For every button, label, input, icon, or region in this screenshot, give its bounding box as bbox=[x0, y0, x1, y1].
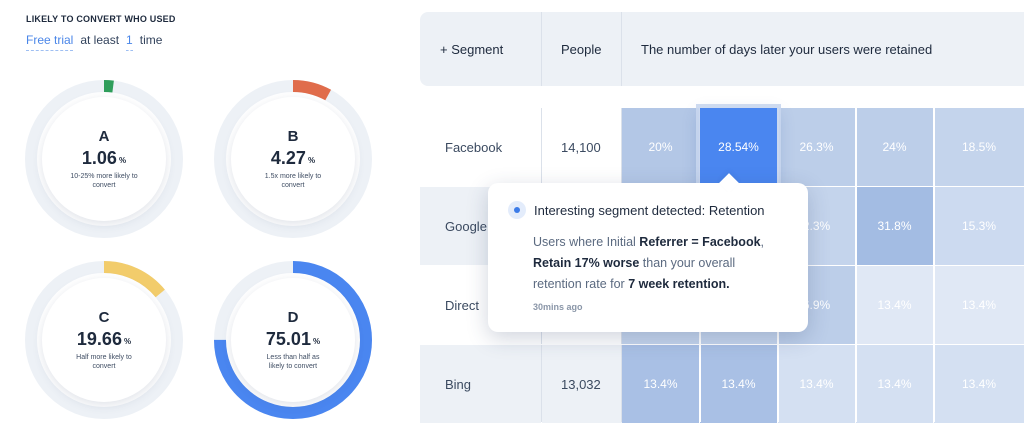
retention-header: The number of days later your users were… bbox=[641, 41, 933, 57]
donut-b-value: 4.27% bbox=[270, 148, 316, 168]
retention-cell[interactable]: 13.4% bbox=[778, 345, 855, 423]
retention-cell[interactable]: 20% bbox=[622, 108, 699, 186]
retention-cell[interactable]: 13.4% bbox=[934, 345, 1024, 423]
section-title: LIKELY TO CONVERT WHO USED bbox=[26, 14, 176, 24]
conversion-filter: LIKELY TO CONVERT WHO USED Free trial at… bbox=[26, 14, 176, 51]
retention-cell[interactable]: 26.3% bbox=[778, 108, 855, 186]
donut-a-value: 1.06% bbox=[81, 148, 127, 168]
donut-d-value: 75.01% bbox=[265, 329, 321, 349]
insight-popover[interactable]: Interesting segment detected: Retention … bbox=[488, 173, 808, 332]
donut-d-letter: D bbox=[287, 309, 299, 326]
segment-name: Bing bbox=[420, 345, 541, 423]
retention-cell[interactable]: 31.8% bbox=[856, 187, 933, 265]
table-row-facebook[interactable]: Facebook 14,100 20% 28.54% 26.3% 24% 18.… bbox=[420, 108, 1024, 186]
donut-c-ring bbox=[25, 261, 183, 419]
donut-b[interactable]: B 4.27% 1.5x more likely to convert bbox=[214, 80, 372, 238]
retention-cell[interactable]: 18.5% bbox=[934, 108, 1024, 186]
donut-b-description: 1.5x more likely to convert bbox=[264, 173, 322, 189]
donut-c[interactable]: C 19.66% Half more likely to convert bbox=[25, 261, 183, 419]
donut-a-description: 10-25% more likely to convert bbox=[70, 173, 138, 189]
people-count: 14,100 bbox=[542, 108, 622, 186]
table-row-bing[interactable]: Bing 13,032 13.4% 13.4% 13.4% 13.4% 13.4… bbox=[420, 345, 1024, 423]
donut-c-value: 19.66% bbox=[76, 329, 132, 349]
retention-cell[interactable]: 24% bbox=[856, 108, 933, 186]
filter-connector: at least bbox=[80, 33, 120, 47]
donut-a[interactable]: A 1.06% 10-25% more likely to convert bbox=[25, 80, 183, 238]
donut-b-letter: B bbox=[287, 128, 299, 145]
donut-a-ring bbox=[25, 80, 183, 238]
popover-body: Users where Initial Referrer = Facebook,… bbox=[533, 235, 765, 291]
retention-cell[interactable]: 15.3% bbox=[934, 187, 1024, 265]
donut-d-ring bbox=[214, 261, 372, 419]
donut-c-center: C 19.66% Half more likely to convert bbox=[42, 278, 166, 402]
donut-c-letter: C bbox=[98, 309, 110, 326]
segment-header[interactable]: + Segment bbox=[440, 41, 504, 57]
count-selector[interactable]: 1 bbox=[126, 33, 133, 51]
retention-cell[interactable]: 13.4% bbox=[700, 345, 777, 423]
retention-cell[interactable]: 13.4% bbox=[856, 266, 933, 344]
donut-d-description: Less than half as likely to convert bbox=[266, 354, 320, 370]
people-count: 13,032 bbox=[542, 345, 622, 423]
donut-c-description: Half more likely to convert bbox=[76, 354, 132, 370]
donut-a-center: A 1.06% 10-25% more likely to convert bbox=[42, 97, 166, 221]
donut-a-letter: A bbox=[98, 128, 110, 145]
donut-b-center: B 4.27% 1.5x more likely to convert bbox=[231, 97, 355, 221]
insight-dot-icon bbox=[508, 201, 526, 219]
donut-d-center: D 75.01% Less than half as likely to con… bbox=[231, 278, 355, 402]
retention-cell[interactable]: 13.4% bbox=[934, 266, 1024, 344]
filter-unit: time bbox=[139, 33, 163, 47]
retention-cell-highlighted[interactable]: 28.54% bbox=[700, 108, 777, 186]
retention-cell[interactable]: 13.4% bbox=[856, 345, 933, 423]
popover-title: Interesting segment detected: Retention bbox=[508, 201, 788, 219]
donut-d[interactable]: D 75.01% Less than half as likely to con… bbox=[214, 261, 372, 419]
segment-name: Facebook bbox=[420, 108, 541, 186]
donut-b-ring bbox=[214, 80, 372, 238]
popover-timestamp: 30mins ago bbox=[533, 302, 583, 312]
filter-row: Free trial at least 1 time bbox=[26, 33, 176, 51]
table-header: + Segment People The number of days late… bbox=[420, 12, 1024, 86]
retention-cell[interactable]: 13.4% bbox=[622, 345, 699, 423]
people-header: People bbox=[561, 41, 602, 57]
popover-title-text: Interesting segment detected: Retention bbox=[534, 202, 765, 218]
feature-selector[interactable]: Free trial bbox=[26, 33, 74, 51]
